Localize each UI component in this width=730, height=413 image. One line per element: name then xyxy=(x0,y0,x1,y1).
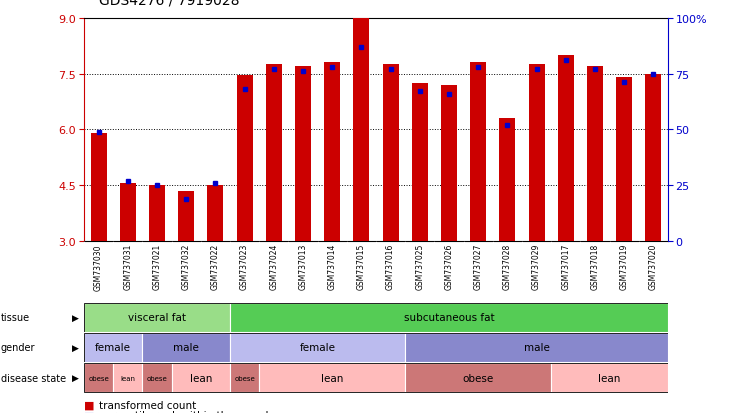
Text: GSM737022: GSM737022 xyxy=(211,243,220,290)
Bar xyxy=(645,74,661,242)
Text: GSM737019: GSM737019 xyxy=(620,243,629,290)
Text: GSM737032: GSM737032 xyxy=(182,243,191,290)
Text: percentile rank within the sample: percentile rank within the sample xyxy=(99,411,274,413)
Bar xyxy=(142,333,230,362)
Bar xyxy=(84,303,230,332)
Text: GSM737021: GSM737021 xyxy=(153,243,161,290)
Bar xyxy=(383,65,399,242)
Text: ▶: ▶ xyxy=(72,313,78,322)
Bar xyxy=(84,363,113,392)
Bar xyxy=(266,65,282,242)
Bar xyxy=(230,333,405,362)
Text: GSM737013: GSM737013 xyxy=(299,243,307,290)
Text: gender: gender xyxy=(1,342,35,353)
Text: ▶: ▶ xyxy=(72,373,78,382)
Text: obese: obese xyxy=(147,375,167,381)
Text: GSM737031: GSM737031 xyxy=(123,243,132,290)
Text: ▶: ▶ xyxy=(72,343,78,352)
Text: GSM737017: GSM737017 xyxy=(561,243,570,290)
Text: transformed count: transformed count xyxy=(99,400,196,410)
Text: ■: ■ xyxy=(84,400,94,410)
Bar xyxy=(237,76,253,242)
Bar xyxy=(324,63,340,242)
Bar xyxy=(405,363,551,392)
Text: GSM737018: GSM737018 xyxy=(591,243,599,290)
Bar xyxy=(84,333,142,362)
Bar xyxy=(295,67,311,242)
Bar xyxy=(149,186,165,242)
Bar xyxy=(529,65,545,242)
Bar xyxy=(207,186,223,242)
Text: GSM737023: GSM737023 xyxy=(240,243,249,290)
Text: GSM737020: GSM737020 xyxy=(649,243,658,290)
Text: GSM737030: GSM737030 xyxy=(94,243,103,290)
Bar xyxy=(353,19,369,242)
Text: obese: obese xyxy=(88,375,109,381)
Bar xyxy=(113,363,142,392)
Text: lean: lean xyxy=(599,373,620,383)
Text: male: male xyxy=(523,342,550,353)
Bar xyxy=(558,56,574,242)
Bar xyxy=(91,134,107,242)
Bar xyxy=(499,119,515,242)
Text: disease state: disease state xyxy=(1,373,66,383)
Bar xyxy=(470,63,486,242)
Bar xyxy=(587,67,603,242)
Text: obese: obese xyxy=(463,373,493,383)
Text: male: male xyxy=(173,342,199,353)
Text: GSM737025: GSM737025 xyxy=(415,243,424,290)
Text: lean: lean xyxy=(321,373,343,383)
Text: obese: obese xyxy=(234,375,255,381)
Text: GSM737029: GSM737029 xyxy=(532,243,541,290)
Bar xyxy=(172,363,230,392)
Text: visceral fat: visceral fat xyxy=(128,312,186,323)
Text: GSM737027: GSM737027 xyxy=(474,243,483,290)
Bar xyxy=(405,333,668,362)
Bar xyxy=(230,363,259,392)
Text: ■: ■ xyxy=(84,411,94,413)
Text: female: female xyxy=(95,342,131,353)
Bar xyxy=(178,192,194,242)
Text: GSM737026: GSM737026 xyxy=(445,243,453,290)
Bar xyxy=(259,363,405,392)
Text: lean: lean xyxy=(120,375,135,381)
Bar xyxy=(551,363,668,392)
Bar xyxy=(441,85,457,242)
Text: female: female xyxy=(299,342,336,353)
Bar xyxy=(412,84,428,242)
Text: tissue: tissue xyxy=(1,312,30,323)
Text: GDS4276 / 7919028: GDS4276 / 7919028 xyxy=(99,0,239,7)
Text: subcutaneous fat: subcutaneous fat xyxy=(404,312,494,323)
Bar xyxy=(142,363,172,392)
Text: GSM737014: GSM737014 xyxy=(328,243,337,290)
Text: lean: lean xyxy=(190,373,212,383)
Bar xyxy=(230,303,668,332)
Bar xyxy=(616,78,632,242)
Text: GSM737028: GSM737028 xyxy=(503,243,512,290)
Text: GSM737015: GSM737015 xyxy=(357,243,366,290)
Bar xyxy=(120,184,136,242)
Text: GSM737016: GSM737016 xyxy=(386,243,395,290)
Text: GSM737024: GSM737024 xyxy=(269,243,278,290)
